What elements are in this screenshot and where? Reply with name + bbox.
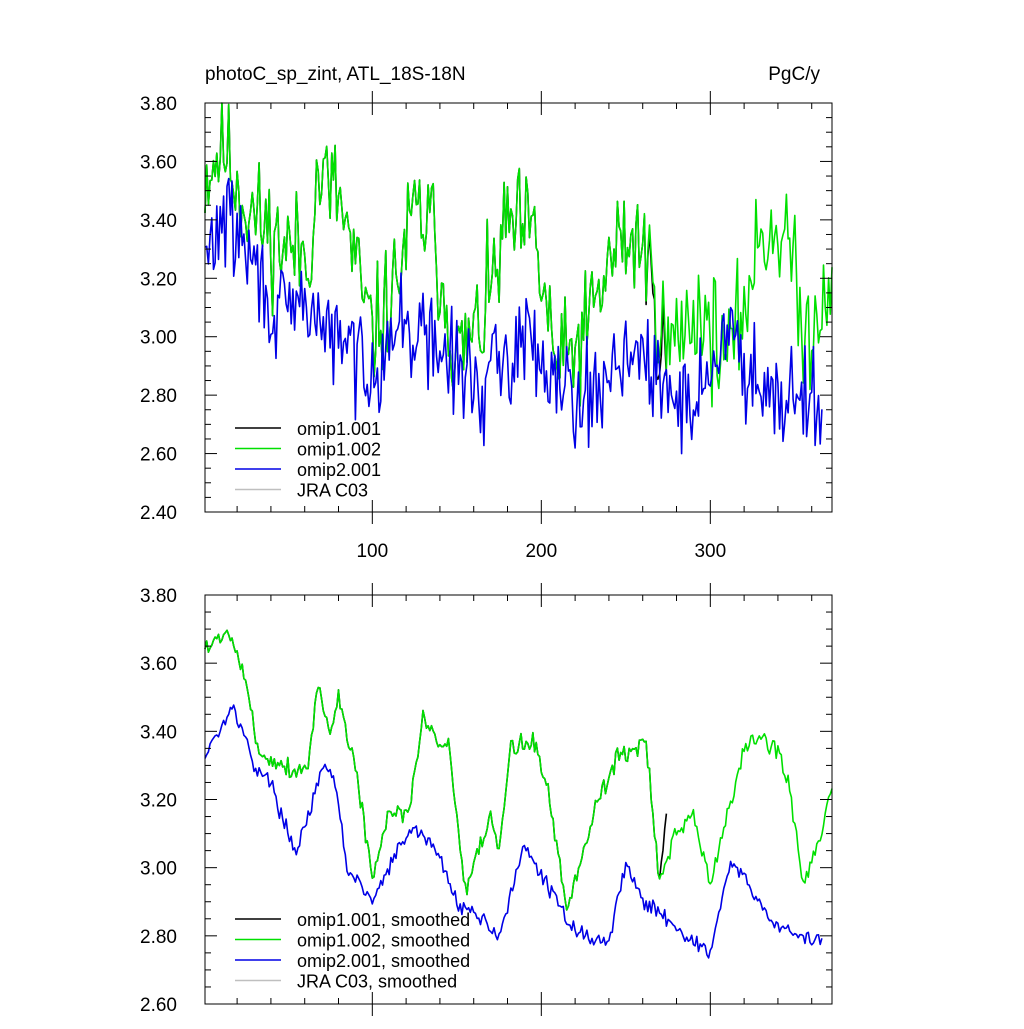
y-tick-label: 3.00 — [140, 328, 177, 349]
y-tick-label: 3.80 — [140, 586, 177, 607]
series-line-omip1_002 — [204, 629, 833, 911]
bottom-panel: 2.60 2.80 3.00 3.20 3.40 3.60 3.80 omip1.001, … — [140, 583, 833, 1016]
y-tick-label: 2.40 — [140, 503, 177, 524]
x-tick-label: 100 — [356, 541, 388, 562]
legend-label-omip1_002: omip1.002, smoothed — [297, 931, 470, 951]
top-tick-layer: 2.40 2.60 2.80 3.00 3.20 3.40 3.60 3.80 100 200 30… — [140, 91, 832, 562]
legend-label-omip2_001: omip2.001 — [297, 460, 381, 480]
bottom-series-layer — [204, 629, 833, 959]
y-tick-label: 2.60 — [140, 445, 177, 466]
y-tick-label: 3.00 — [140, 859, 177, 880]
x-tick-label: 200 — [525, 541, 557, 562]
series-line-omip2_001 — [204, 704, 823, 959]
series-line-omip1_002 — [204, 102, 833, 408]
y-tick-label: 3.60 — [140, 654, 177, 675]
legend-label-omip1_002: omip1.002 — [297, 440, 381, 460]
series-line-omip1_001 — [204, 629, 668, 911]
legend-label-jra_c03: JRA C03 — [297, 481, 368, 501]
y-tick-label: 3.20 — [140, 269, 177, 290]
series-line-omip2_001 — [204, 177, 823, 455]
y-tick-label: 3.40 — [140, 722, 177, 743]
y-tick-label: 2.80 — [140, 927, 177, 948]
y-tick-label: 3.80 — [140, 94, 177, 115]
y-tick-label: 2.80 — [140, 386, 177, 407]
y-tick-label: 3.20 — [140, 791, 177, 812]
y-tick-label: 3.40 — [140, 211, 177, 232]
top-chart-title: photoC_sp_zint, ATL_18S-18N — [205, 64, 466, 85]
top-panel: 2.40 2.60 2.80 3.00 3.20 3.40 3.60 3.80 100 200 30… — [140, 64, 833, 562]
legend-label-jra_c03: JRA C03, smoothed — [297, 972, 457, 992]
bottom-tick-layer: 2.60 2.80 3.00 3.20 3.40 3.60 3.80 — [140, 583, 832, 1016]
x-tick-label: 300 — [694, 541, 726, 562]
legend-label-omip2_001: omip2.001, smoothed — [297, 951, 470, 971]
top-chart-units: PgC/y — [768, 64, 820, 85]
y-tick-label: 2.60 — [140, 995, 177, 1016]
legend-label-omip1_001: omip1.001, smoothed — [297, 910, 470, 930]
legend-label-omip1_001: omip1.001 — [297, 419, 381, 439]
y-tick-label: 3.60 — [140, 152, 177, 173]
top-series-layer — [204, 102, 833, 455]
